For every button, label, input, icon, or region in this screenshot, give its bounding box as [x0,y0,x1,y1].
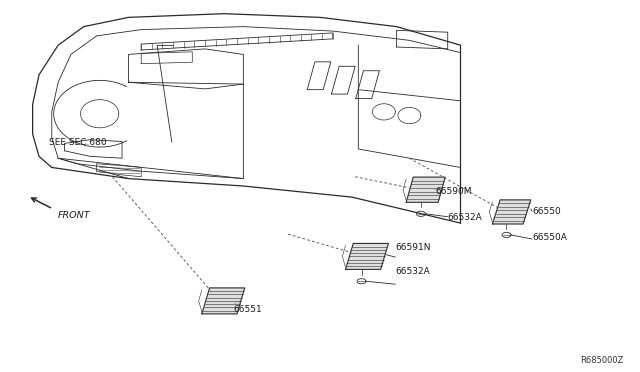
Text: 66532A: 66532A [396,267,430,276]
Text: 66591N: 66591N [396,243,431,251]
Text: 66551: 66551 [234,305,262,314]
Text: SEE SEC.680: SEE SEC.680 [49,138,106,147]
Polygon shape [346,243,388,269]
Polygon shape [406,177,445,202]
Text: FRONT: FRONT [58,211,91,220]
Text: R685000Z: R685000Z [580,356,623,365]
Text: 66532A: 66532A [448,213,483,222]
Text: 66550A: 66550A [532,233,567,243]
Text: 66550: 66550 [532,208,561,217]
Polygon shape [202,288,244,314]
Text: 66590M: 66590M [435,187,472,196]
Polygon shape [492,200,531,224]
